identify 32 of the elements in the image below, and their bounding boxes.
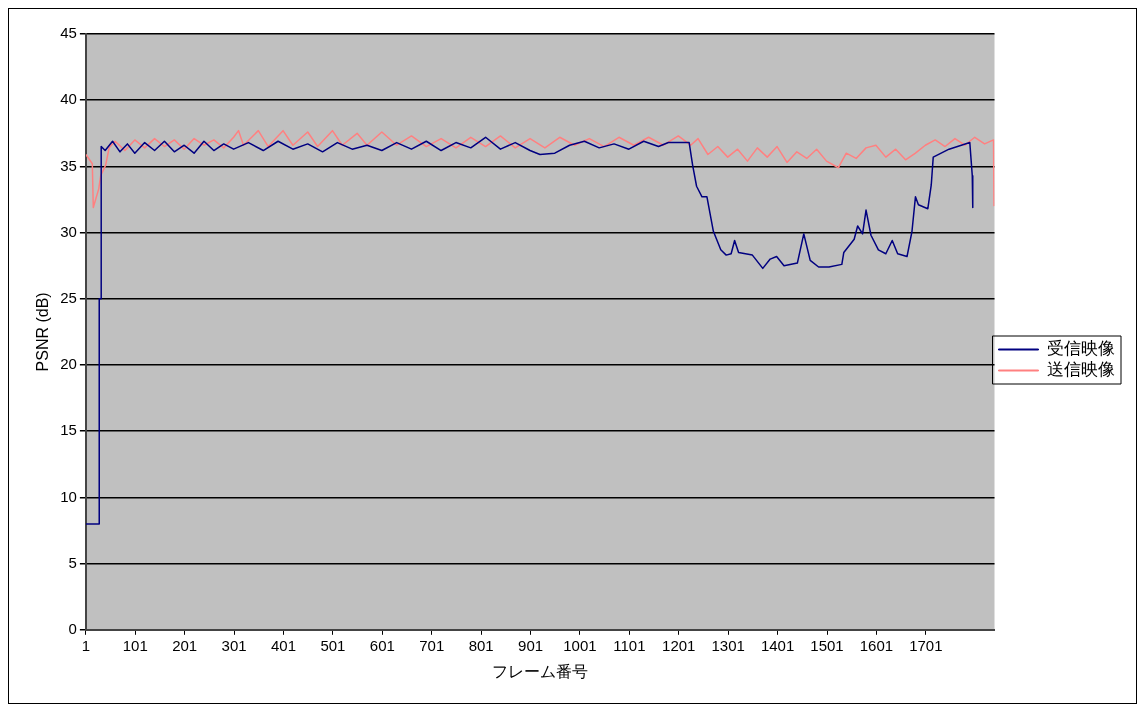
x-tick-label: 201 [172,636,198,654]
x-tick-label: 1101 [613,636,646,654]
y-axis-title: PSNR (dB) [34,292,52,372]
x-tick-label: 1501 [810,636,844,654]
y-tick-label: 45 [60,24,77,42]
x-tick-label: 901 [518,636,544,654]
y-tick-label: 0 [68,619,77,637]
y-tick-label: 35 [60,156,77,174]
x-tick-label: 101 [122,636,148,654]
legend-label: 送信映像 [1047,360,1115,380]
x-tick-label: 701 [419,636,445,654]
y-tick-label: 5 [68,553,77,571]
y-tick-label: 25 [60,288,77,306]
x-tick-label: 1 [81,636,91,654]
y-tick-label: 40 [60,90,77,108]
x-tick-label: 1301 [711,636,745,654]
x-axis-title: フレーム番号 [492,662,589,680]
x-tick-label: 1601 [859,636,894,654]
x-tick-label: 301 [221,636,247,654]
legend-label: 受信映像 [1047,339,1115,359]
x-tick-label: 1401 [760,636,795,654]
y-tick-label: 15 [60,421,77,439]
x-tick-label: 1701 [909,636,943,654]
y-tick-label: 20 [60,355,77,373]
y-tick-label: 30 [60,222,77,240]
x-tick-label: 801 [468,636,494,654]
y-tick-label: 10 [60,487,77,505]
x-tick-label: 501 [320,636,346,654]
x-tick-label: 401 [271,636,297,654]
x-tick-label: 1001 [563,636,597,654]
x-tick-label: 1201 [662,636,696,654]
x-tick-label: 601 [369,636,395,654]
